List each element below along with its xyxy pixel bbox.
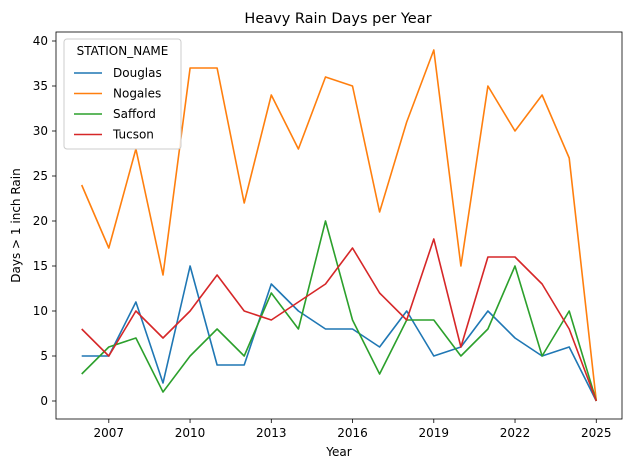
plot-area xyxy=(55,31,623,420)
x-tick-label: 2010 xyxy=(175,426,206,440)
series-line-douglas xyxy=(81,265,598,402)
x-tick-label: 2019 xyxy=(419,426,450,440)
y-tick-label: 0 xyxy=(40,394,48,408)
x-tick-label: 2007 xyxy=(94,426,125,440)
series-line-tucson xyxy=(81,238,598,402)
y-tick-label: 15 xyxy=(33,259,48,273)
y-axis-title: Days > 1 inch Rain xyxy=(9,168,23,282)
series-line-nogales xyxy=(80,49,598,402)
legend-label-safford: Safford xyxy=(113,107,156,121)
legend: STATION_NAME Douglas Nogales Safford Tucson xyxy=(63,38,182,150)
legend-title: STATION_NAME xyxy=(77,44,169,58)
legend-label-douglas: Douglas xyxy=(113,66,162,80)
y-tick-label: 5 xyxy=(40,349,48,363)
legend-label-nogales: Nogales xyxy=(113,87,161,101)
x-tick-label: 2016 xyxy=(337,426,368,440)
y-tick-label: 30 xyxy=(33,124,48,138)
chart-title: Heavy Rain Days per Year xyxy=(244,11,431,27)
series-lines xyxy=(80,49,598,402)
y-tick-label: 35 xyxy=(33,79,48,93)
y-tick-label: 10 xyxy=(33,304,48,318)
series-line-safford xyxy=(81,220,598,402)
y-axis: 0 5 10 15 20 25 30 35 40 xyxy=(33,34,56,408)
x-tick-label: 2025 xyxy=(581,426,612,440)
x-axis-title: Year xyxy=(325,445,351,459)
x-tick-label: 2022 xyxy=(500,426,531,440)
legend-box xyxy=(63,38,182,150)
x-tick-label: 2013 xyxy=(256,426,287,440)
y-tick-label: 25 xyxy=(33,169,48,183)
y-tick-label: 20 xyxy=(33,214,48,228)
legend-label-tucson: Tucson xyxy=(112,128,154,142)
y-tick-label: 40 xyxy=(33,34,48,48)
x-axis: 2007 2010 2013 2016 2019 2022 2025 xyxy=(94,419,612,440)
